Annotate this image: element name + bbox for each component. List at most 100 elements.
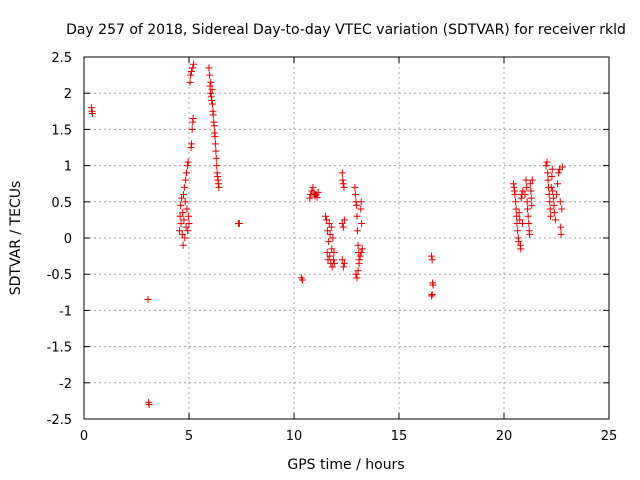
data-point-marker bbox=[206, 82, 214, 90]
data-point-marker bbox=[183, 205, 191, 213]
data-point-marker bbox=[208, 86, 216, 94]
data-point-marker bbox=[352, 270, 360, 278]
data-point-marker bbox=[357, 198, 365, 206]
data-point-marker bbox=[209, 100, 217, 108]
data-point-marker bbox=[547, 183, 555, 191]
data-point-marker bbox=[546, 205, 554, 213]
data-point-marker bbox=[309, 183, 317, 191]
data-point-marker bbox=[327, 223, 335, 231]
data-point-marker bbox=[558, 163, 566, 171]
y-tick-labels: -2.5 -2 -1.5 -1 -0.5 0 0.5 1 1.5 2 2.5 bbox=[47, 51, 72, 428]
data-point-marker bbox=[183, 162, 191, 170]
data-point-marker bbox=[235, 220, 243, 228]
data-point-marker bbox=[524, 205, 532, 213]
data-point-marker bbox=[522, 176, 530, 184]
data-point-marker bbox=[525, 220, 533, 228]
data-point-marker bbox=[206, 71, 214, 79]
data-point-marker bbox=[206, 89, 214, 97]
data-point-marker bbox=[528, 176, 536, 184]
data-point-marker bbox=[557, 230, 565, 238]
data-point-marker bbox=[181, 198, 189, 206]
data-point-marker bbox=[351, 191, 359, 199]
data-point-marker bbox=[550, 201, 558, 209]
data-point-marker bbox=[524, 212, 532, 220]
data-point-marker bbox=[326, 230, 334, 238]
data-point-marker bbox=[512, 198, 520, 206]
data-point-marker bbox=[551, 216, 559, 224]
data-point-marker bbox=[185, 220, 193, 228]
data-point-marker bbox=[523, 198, 531, 206]
data-point-marker bbox=[556, 198, 564, 206]
data-point-marker bbox=[210, 122, 218, 130]
data-point-marker bbox=[211, 140, 219, 148]
data-point-marker bbox=[314, 188, 322, 196]
y-tick-label: -2.5 bbox=[47, 413, 72, 428]
data-point-marker bbox=[549, 194, 557, 202]
data-point-marker bbox=[526, 180, 534, 188]
data-point-marker bbox=[211, 133, 219, 141]
y-tick-label: -1 bbox=[59, 304, 72, 319]
y-tick-label: 2.5 bbox=[51, 51, 72, 66]
x-axis-label: GPS time / hours bbox=[287, 457, 404, 473]
data-point-marker bbox=[181, 234, 189, 242]
data-point-marker bbox=[215, 183, 223, 191]
data-point-marker bbox=[509, 180, 517, 188]
data-point-marker bbox=[184, 158, 192, 166]
data-point-marker bbox=[518, 220, 526, 228]
data-point-marker bbox=[428, 252, 436, 260]
data-point-marker bbox=[515, 238, 523, 246]
y-tick-label: -0.5 bbox=[47, 268, 72, 283]
data-point-marker bbox=[545, 191, 553, 199]
x-tick-labels: 0 5 10 15 20 25 bbox=[80, 429, 617, 444]
data-point-marker bbox=[428, 256, 436, 264]
data-point-marker bbox=[188, 67, 196, 75]
data-point-marker bbox=[212, 147, 220, 155]
plot-frame bbox=[83, 56, 610, 420]
data-point-marker bbox=[189, 115, 197, 123]
data-point-marker bbox=[212, 154, 220, 162]
data-point-marker bbox=[549, 187, 557, 195]
data-point-marker bbox=[176, 212, 184, 220]
y-tick-label: 2 bbox=[64, 87, 72, 102]
data-point-marker bbox=[550, 209, 558, 217]
data-point-marker bbox=[548, 172, 556, 180]
data-point-marker bbox=[190, 60, 198, 68]
data-point-marker bbox=[188, 140, 196, 148]
data-point-marker bbox=[323, 248, 331, 256]
data-point-marker bbox=[353, 274, 361, 282]
data-point-marker bbox=[328, 245, 336, 253]
y-axis-label: SDTVAR / TECUs bbox=[8, 181, 24, 296]
data-point-marker bbox=[180, 191, 188, 199]
data-point-marker bbox=[188, 125, 196, 133]
data-point-marker bbox=[205, 64, 213, 72]
data-point-marker bbox=[354, 267, 362, 275]
y-tick-label: 0 bbox=[64, 232, 72, 247]
data-point-marker bbox=[516, 216, 524, 224]
data-point-marker bbox=[187, 71, 195, 79]
data-point-marker bbox=[178, 194, 186, 202]
data-point-marker bbox=[177, 201, 185, 209]
data-point-marker bbox=[527, 187, 535, 195]
data-point-marker bbox=[177, 220, 185, 228]
data-point-marker bbox=[340, 216, 348, 224]
data-point-marker bbox=[548, 165, 556, 173]
data-point-marker bbox=[513, 212, 521, 220]
data-point-marker bbox=[519, 187, 527, 195]
data-point-marker bbox=[515, 209, 523, 217]
data-point-marker bbox=[145, 401, 153, 409]
data-point-marker bbox=[176, 227, 184, 235]
data-point-marker bbox=[429, 281, 437, 289]
data-point-marker bbox=[182, 223, 190, 231]
data-point-marker bbox=[179, 209, 187, 217]
x-tick-label: 15 bbox=[391, 429, 408, 444]
data-point-marker bbox=[339, 176, 347, 184]
data-point-marker bbox=[180, 183, 188, 191]
data-point-marker bbox=[523, 183, 531, 191]
data-point-marker bbox=[428, 290, 436, 298]
data-point-marker bbox=[322, 212, 329, 220]
x-tick-label: 10 bbox=[286, 429, 303, 444]
data-point-marker bbox=[547, 212, 555, 220]
data-point-marker bbox=[354, 241, 362, 249]
data-point-marker bbox=[428, 292, 436, 300]
